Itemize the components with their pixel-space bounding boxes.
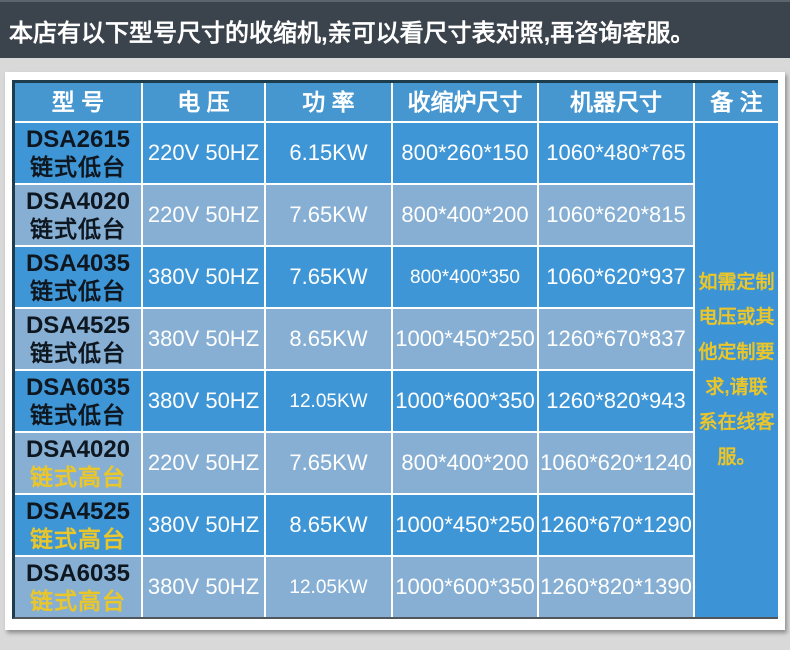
voltage-cell: 380V 50HZ [143,371,264,431]
furnace-size-cell: 1000*600*350 [393,371,537,431]
remark-text: 如需定制电压或其他定制要求,请联系在线客服。 [698,271,775,469]
table-panel: 型 号 电 压 功 率 收缩炉尺寸 机器尺寸 备 注 如需定制电压或其他定制要求… [5,72,785,630]
model-variant: 链式高台 [30,463,126,490]
power-cell: 8.65KW [266,495,391,555]
model-variant: 链式低台 [30,153,126,180]
power-cell: 8.65KW [266,309,391,369]
machine-size-cell: 1060*480*765 [539,123,693,183]
model-code: DSA4035 [25,249,131,277]
model-variant: 链式低台 [30,401,126,428]
power-cell: 7.65KW [266,185,391,245]
model-cell: DSA4525 链式高台 [15,495,141,555]
furnace-size-cell: 1000*450*250 [393,309,537,369]
furnace-size-cell: 1000*450*250 [393,495,537,555]
model-cell: DSA4020 链式低台 [15,185,141,245]
machine-size-cell: 1060*620*1240 [539,433,693,493]
model-cell: DSA2615 链式低台 [15,123,141,183]
model-cell: DSA4525 链式低台 [15,309,141,369]
header-remark: 备 注 [695,83,778,121]
voltage-cell: 380V 50HZ [143,309,264,369]
header-machine-size: 机器尺寸 [539,83,693,121]
model-code: DSA4525 [25,311,131,339]
furnace-size-cell: 800*400*200 [393,433,537,493]
voltage-cell: 220V 50HZ [143,433,264,493]
voltage-cell: 380V 50HZ [143,557,264,617]
model-code: DSA4020 [25,435,131,463]
furnace-size-cell: 1000*600*350 [393,557,537,617]
furnace-size-cell: 800*260*150 [393,123,537,183]
voltage-cell: 380V 50HZ [143,495,264,555]
voltage-cell: 380V 50HZ [143,247,264,307]
power-cell: 7.65KW [266,433,391,493]
banner-text: 本店有以下型号尺寸的收缩机,亲可以看尺寸表对照,再咨询客服。 [9,19,695,47]
model-code: DSA4020 [25,187,131,215]
furnace-size-cell: 800*400*350 [393,247,537,307]
machine-size-cell: 1260*670*1290 [539,495,693,555]
machine-size-cell: 1260*820*943 [539,371,693,431]
model-variant: 链式高台 [30,587,126,614]
power-cell: 7.65KW [266,247,391,307]
header-furnace-size: 收缩炉尺寸 [393,83,537,121]
voltage-cell: 220V 50HZ [143,123,264,183]
machine-size-cell: 1060*620*937 [539,247,693,307]
model-variant: 链式高台 [30,525,126,552]
voltage-cell: 220V 50HZ [143,185,264,245]
power-cell: 12.05KW [266,371,391,431]
header-voltage: 电 压 [143,83,264,121]
remark-merged-cell: 如需定制电压或其他定制要求,请联系在线客服。 [695,123,778,617]
model-cell: DSA6035 链式低台 [15,371,141,431]
model-code: DSA6035 [25,373,131,401]
furnace-size-cell: 800*400*200 [393,185,537,245]
top-banner: 本店有以下型号尺寸的收缩机,亲可以看尺寸表对照,再咨询客服。 [0,0,790,58]
model-cell: DSA4035 链式低台 [15,247,141,307]
model-code: DSA4525 [25,497,131,525]
model-variant: 链式低台 [30,339,126,366]
header-power: 功 率 [266,83,391,121]
spec-table: 型 号 电 压 功 率 收缩炉尺寸 机器尺寸 备 注 如需定制电压或其他定制要求… [12,80,778,619]
model-code: DSA6035 [25,559,131,587]
model-code: DSA2615 [25,125,131,153]
model-variant: 链式低台 [30,215,126,242]
machine-size-cell: 1260*670*837 [539,309,693,369]
model-cell: DSA6035 链式高台 [15,557,141,617]
machine-size-cell: 1260*820*1390 [539,557,693,617]
power-cell: 6.15KW [266,123,391,183]
power-cell: 12.05KW [266,557,391,617]
header-model: 型 号 [15,83,141,121]
model-variant: 链式低台 [30,277,126,304]
machine-size-cell: 1060*620*815 [539,185,693,245]
model-cell: DSA4020 链式高台 [15,433,141,493]
